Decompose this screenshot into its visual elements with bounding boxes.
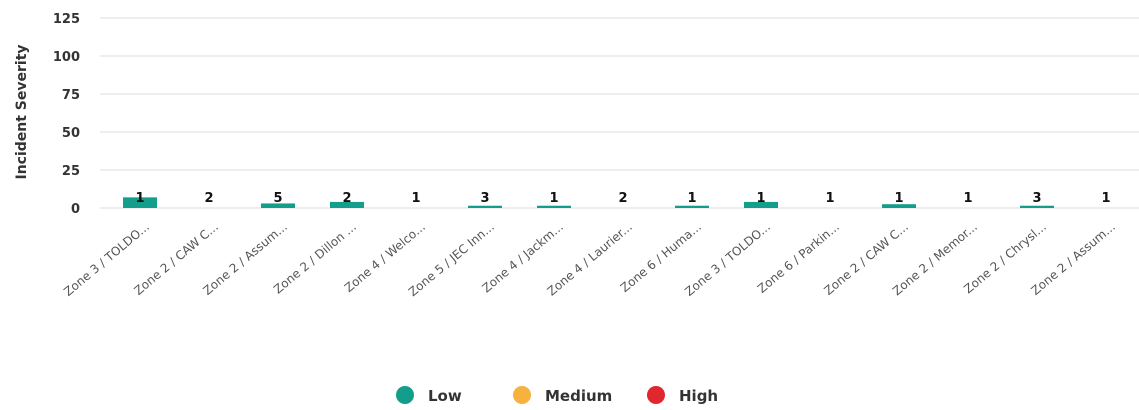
- data-label: 3: [480, 191, 489, 206]
- legend-marker: [396, 386, 414, 404]
- x-tick-layer: Zone 3 / TOLDO...Zone 2 / CAW C...Zone 2…: [61, 220, 1118, 300]
- bar-low[interactable]: [1020, 205, 1054, 208]
- grid-layer: [100, 17, 1139, 209]
- data-label: 5: [273, 191, 282, 206]
- legend-label: Medium: [545, 387, 612, 405]
- y-tick-label: 50: [62, 126, 80, 141]
- bar-low[interactable]: [468, 205, 502, 208]
- data-label: 2: [342, 191, 351, 206]
- legend-label: Low: [428, 387, 462, 405]
- bar-low[interactable]: [675, 205, 709, 208]
- data-label: 3: [1032, 191, 1041, 206]
- data-label: 1: [756, 191, 765, 206]
- legend[interactable]: Low Medium High: [396, 386, 718, 405]
- y-axis-title: Incident Severity: [14, 44, 30, 179]
- bar-low[interactable]: [744, 201, 778, 208]
- y-tick-label: 100: [53, 50, 80, 65]
- data-label: 2: [618, 191, 627, 206]
- data-label: 1: [963, 191, 972, 206]
- y-tick-layer: 0 25 50 75 100 125: [53, 12, 80, 217]
- data-label: 2: [204, 191, 213, 206]
- legend-item-low[interactable]: Low: [396, 386, 462, 405]
- data-label-layer: 1 2 5 2 1 3 1 2 1 1 1 1 1 3 1: [135, 191, 1110, 206]
- legend-marker: [647, 386, 665, 404]
- data-label: 1: [549, 191, 558, 206]
- bar-low[interactable]: [537, 205, 571, 208]
- bar-low[interactable]: [882, 204, 916, 208]
- legend-item-high[interactable]: High: [647, 386, 718, 405]
- y-tick-label: 75: [62, 88, 80, 103]
- y-tick-label: 0: [71, 202, 80, 217]
- data-label: 1: [1101, 191, 1110, 206]
- bar-low[interactable]: [123, 197, 157, 208]
- data-label: 1: [825, 191, 834, 206]
- data-label: 1: [411, 191, 420, 206]
- y-tick-label: 25: [62, 164, 80, 179]
- bar-layer: [123, 197, 1054, 208]
- y-tick-label: 125: [53, 12, 80, 27]
- bar-low[interactable]: [261, 203, 295, 208]
- legend-marker: [513, 386, 531, 404]
- bar-low[interactable]: [330, 201, 364, 208]
- data-label: 1: [135, 191, 144, 206]
- data-label: 1: [687, 191, 696, 206]
- legend-label: High: [679, 387, 718, 405]
- legend-item-medium[interactable]: Medium: [513, 386, 612, 405]
- data-label: 1: [894, 191, 903, 206]
